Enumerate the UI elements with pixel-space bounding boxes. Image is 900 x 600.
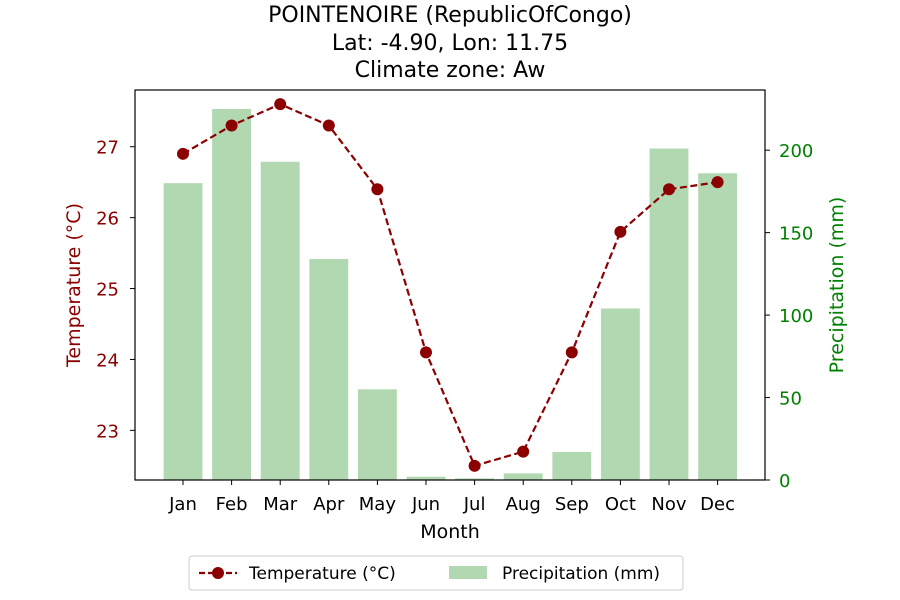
temp-point-nov (663, 183, 675, 196)
x-tick-label: Jun (411, 494, 440, 515)
precip-bar-jan (163, 183, 203, 480)
precip-bar-jun (406, 476, 446, 480)
left-tick-label: 26 (96, 209, 119, 230)
right-axis-ticks: 0 50 100 150 200 (765, 141, 813, 492)
right-tick-label: 200 (779, 141, 813, 162)
left-axis-label: Temperature (°C) (63, 203, 85, 368)
right-tick-label: 0 (779, 471, 790, 492)
legend-temp-marker (212, 567, 224, 579)
x-axis-label: Month (420, 521, 480, 543)
x-tick-label: Jul (463, 494, 486, 515)
right-tick-label: 100 (779, 306, 813, 327)
temp-point-mar (274, 98, 287, 111)
legend-precip-swatch (449, 566, 487, 579)
precip-bar-feb (212, 108, 252, 481)
precip-bar-may (357, 389, 397, 480)
plot-frame (134, 89, 766, 481)
legend-box (188, 555, 684, 591)
temp-point-sep (565, 346, 578, 359)
left-tick-label: 24 (96, 350, 119, 371)
title-line-2: Lat: -4.90, Lon: 11.75 (332, 31, 568, 56)
temp-point-jan (177, 147, 189, 160)
legend-precip-label: Precipitation (mm) (502, 564, 660, 584)
left-tick-label: 27 (96, 138, 119, 159)
temp-point-jun (420, 346, 432, 359)
right-tick-label: 50 (779, 389, 802, 410)
precip-bar-dec (698, 173, 738, 480)
temp-point-feb (225, 119, 238, 132)
legend-temp-label: Temperature (°C) (248, 564, 396, 584)
precip-bar-mar (260, 161, 300, 480)
title-line-1: POINTENOIRE (RepublicOfCongo) (268, 3, 632, 28)
x-axis-ticks: Jan Feb Mar Apr May Jun Jul Aug Sep Oct Nov Dec (168, 480, 735, 515)
x-tick-label: Aug (506, 494, 541, 515)
temperature-line (182, 102, 718, 468)
right-axis-label: Precipitation (mm) (826, 197, 848, 374)
precip-bar-aug (503, 473, 543, 480)
temp-point-may (371, 183, 384, 196)
temp-point-apr (322, 119, 335, 132)
left-axis-ticks: 23 24 25 26 27 (96, 138, 135, 442)
legend: Temperature (°C) Precipitation (mm) (188, 555, 684, 591)
temperature-series (177, 98, 724, 472)
precip-bar-nov (649, 148, 689, 480)
x-tick-label: Jan (168, 494, 197, 515)
temp-point-aug (517, 445, 530, 458)
x-tick-label: Apr (313, 494, 345, 515)
precip-bar-sep (552, 451, 592, 480)
left-tick-label: 23 (96, 421, 119, 442)
x-tick-label: Oct (605, 494, 636, 515)
precip-bar-apr (309, 259, 349, 480)
right-tick-label: 150 (779, 224, 813, 245)
temp-point-jul (468, 459, 481, 472)
precipitation-bars (163, 108, 738, 481)
x-tick-label: Dec (700, 494, 735, 515)
chart-title: POINTENOIRE (RepublicOfCongo) Lat: -4.90… (268, 3, 632, 83)
temp-point-dec (711, 176, 724, 189)
temp-point-oct (614, 225, 627, 238)
x-tick-label: Sep (555, 494, 589, 515)
precip-bar-jul (455, 478, 495, 480)
precip-bar-oct (600, 308, 640, 480)
title-line-3: Climate zone: Aw (355, 58, 546, 83)
x-tick-label: Nov (651, 494, 686, 515)
x-tick-label: Feb (216, 494, 248, 515)
x-tick-label: May (359, 494, 397, 515)
x-tick-label: Mar (263, 494, 298, 515)
left-tick-label: 25 (96, 280, 119, 301)
